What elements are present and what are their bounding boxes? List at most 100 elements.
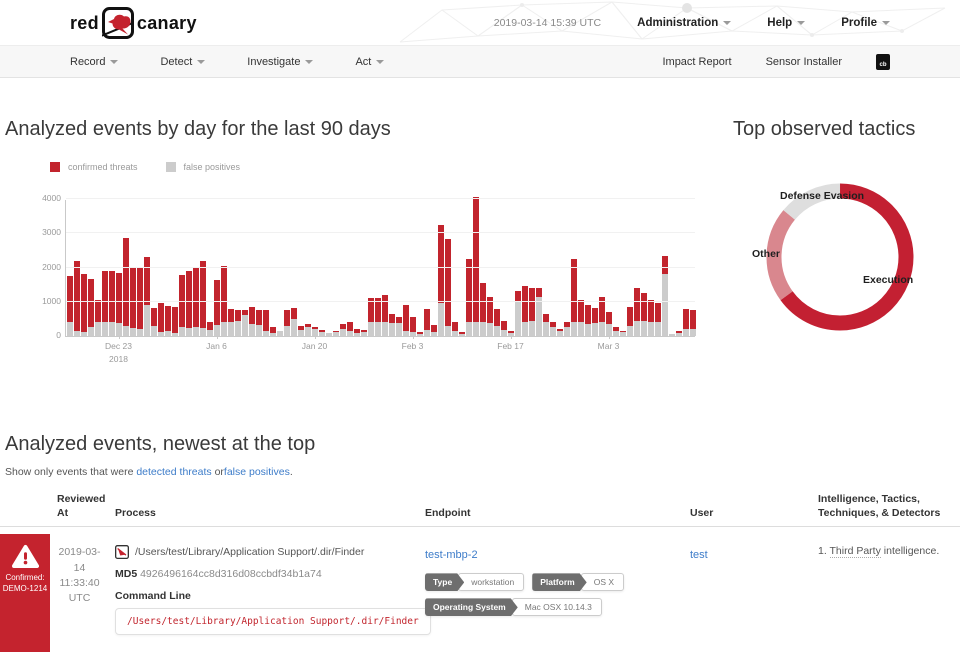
endpoint-tag-type[interactable]: Type workstation — [425, 573, 525, 592]
bar — [88, 279, 94, 336]
command-line-label: Command Line — [115, 590, 191, 603]
bar — [228, 309, 234, 336]
nav-detect[interactable]: Detect — [160, 56, 206, 68]
chevron-down-icon — [305, 59, 314, 64]
x-axis-tick-label: Feb 17 — [497, 341, 524, 351]
filter-suffix: . — [289, 466, 293, 478]
bar — [207, 322, 213, 336]
donut-slice-other — [766, 183, 914, 331]
bar — [613, 327, 619, 336]
nav-record-label: Record — [70, 55, 106, 68]
red-canary-logo[interactable]: red canary — [70, 6, 197, 40]
endpoint-tag-operating-system[interactable]: Operating System Mac OSX 10.14.3 — [425, 598, 602, 617]
filter-conjunction: or — [214, 466, 224, 478]
intel-term[interactable]: Third Party — [829, 545, 881, 559]
confirmed-threats-swatch — [50, 162, 60, 172]
tactics-donut-chart: Execution Other Defense Evasion — [752, 177, 920, 337]
chevron-down-icon — [882, 20, 890, 25]
events-list-title: Analyzed events, newest at the top — [5, 433, 316, 455]
bar — [515, 291, 521, 336]
top-header: red canary 2019-03-14 15:39 UTC Administ… — [0, 0, 960, 45]
legend-confirmed-threats[interactable]: confirmed threats — [50, 162, 138, 172]
nav-act[interactable]: Act — [355, 56, 385, 68]
y-axis-tick-label: 0 — [56, 330, 61, 340]
endpoint-tag-platform[interactable]: Platform OS X — [532, 573, 625, 592]
bar — [445, 239, 451, 336]
bar — [480, 282, 486, 336]
nav-investigate-label: Investigate — [247, 55, 301, 68]
menu-administration[interactable]: Administration — [637, 17, 732, 29]
bar — [193, 267, 199, 336]
bar — [312, 327, 318, 336]
bar — [137, 267, 143, 336]
bar — [242, 310, 248, 336]
bar — [249, 306, 255, 336]
bar — [270, 327, 276, 336]
bar — [389, 313, 395, 336]
nav-investigate[interactable]: Investigate — [247, 55, 314, 68]
menu-profile[interactable]: Profile — [841, 17, 890, 29]
reviewed-at-cell: 2019-03-14 11:33:40 UTC — [58, 546, 101, 604]
x-axis-tick-mark — [118, 336, 120, 339]
bar — [81, 274, 87, 336]
tag-value: OS X — [580, 573, 625, 592]
detected-threats-link[interactable]: detected threats — [136, 466, 212, 478]
process-cell: /Users/test/Library/Application Support/… — [108, 527, 431, 652]
utc-timestamp: 2019-03-14 15:39 UTC — [493, 16, 602, 29]
status-label: Confirmed: DEMO-1214 — [2, 573, 48, 594]
bar — [641, 293, 647, 336]
bar — [522, 286, 528, 336]
x-axis-tick-mark — [314, 336, 316, 339]
md5-value: 4926496164cc8d316d08ccbdf34b1a74 — [140, 568, 322, 581]
filter-prefix: Show only events that were — [5, 466, 134, 478]
bar — [375, 297, 381, 336]
bar — [95, 300, 101, 336]
command-line-value[interactable]: /Users/test/Library/Application Support/… — [115, 608, 431, 636]
x-axis-tick-label: Jan 20 — [301, 341, 328, 351]
bar — [431, 325, 437, 336]
carbon-black-icon[interactable]: cb — [876, 53, 890, 70]
bar — [543, 313, 549, 336]
menu-help[interactable]: Help — [767, 17, 806, 29]
endpoint-link[interactable]: test-mbp-2 — [425, 549, 478, 562]
bar — [473, 197, 479, 336]
chevron-down-icon — [797, 20, 806, 25]
process-canary-icon — [115, 545, 129, 560]
user-link[interactable]: test — [690, 549, 708, 562]
nav-record[interactable]: Record — [70, 55, 119, 68]
main-navbar: Record Detect Investigate Act Impact Rep… — [0, 45, 960, 78]
bar — [662, 255, 668, 336]
bar — [368, 298, 374, 336]
bar — [382, 294, 388, 336]
bar — [144, 257, 150, 336]
bar — [410, 317, 416, 336]
process-path[interactable]: /Users/test/Library/Application Support/… — [135, 546, 365, 559]
event-row: Confirmed: DEMO-1214 2019-03-14 11:33:40… — [0, 527, 960, 652]
events-list-section: Analyzed events, newest at the top Show … — [0, 430, 960, 652]
col-reviewed-at: Reviewed At — [57, 493, 106, 520]
bar — [109, 270, 115, 336]
bar — [648, 300, 654, 336]
bar — [452, 322, 458, 336]
gridline — [66, 300, 695, 302]
bar — [347, 322, 353, 336]
donut-label-other: Other — [752, 248, 781, 260]
confirmed-status-banner[interactable]: Confirmed: DEMO-1214 — [0, 534, 50, 652]
bar — [571, 258, 577, 336]
bar — [67, 276, 73, 336]
endpoint-cell: test-mbp-2 Type workstation Platform OS X Op… — [418, 527, 683, 652]
nav-impact-report[interactable]: Impact Report — [662, 55, 732, 68]
legend-false-positives[interactable]: false positives — [165, 162, 240, 172]
stacked-bar-chart: 0 1000 2000 3000 4000 Dec 23 2018 Jan 6 Jan 20 Fe… — [42, 193, 696, 364]
chevron-down-icon — [110, 59, 119, 64]
chevron-down-icon — [376, 59, 385, 64]
nav-sensor-installer[interactable]: Sensor Installer — [765, 55, 842, 68]
bar — [361, 330, 367, 336]
false-positives-link[interactable]: false positives — [223, 466, 290, 478]
tag-value: workstation — [458, 573, 525, 592]
bar — [459, 331, 465, 336]
tag-label: Operating System — [425, 598, 518, 616]
bar — [529, 288, 535, 336]
chart-legend: confirmed threats false positives — [50, 162, 240, 172]
bar — [403, 305, 409, 336]
